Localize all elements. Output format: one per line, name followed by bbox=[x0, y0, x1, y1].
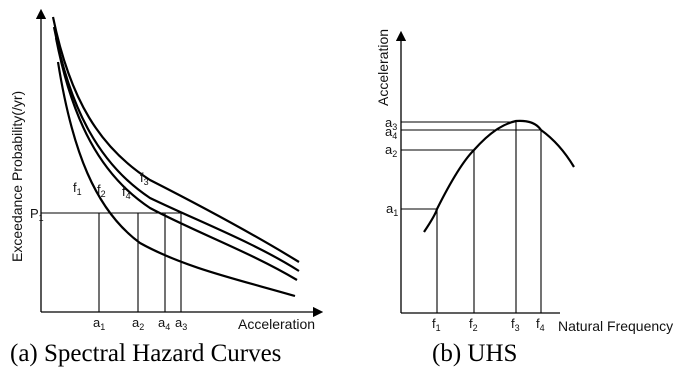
curve-label-f4: f4 bbox=[122, 184, 131, 201]
y-tick-a3: a3 bbox=[385, 115, 397, 132]
x-tick-f4: f4 bbox=[536, 316, 545, 333]
x-tick-a4: a4 bbox=[158, 315, 170, 332]
x-tick-f2: f2 bbox=[469, 316, 478, 333]
panel-b-x-axis-label: Natural Frequency bbox=[558, 318, 673, 334]
hazard-curve-f1 bbox=[56, 61, 296, 298]
panel-b-uhs: Acceleration Natural Frequency a3 a4 a2 … bbox=[375, 29, 673, 367]
panel-a-y-axis-label: Exceedance Probability(/yr) bbox=[9, 91, 25, 262]
curve-label-f1: f1 bbox=[73, 180, 82, 197]
x-tick-f1: f1 bbox=[432, 316, 441, 333]
curve-label-f3: f3 bbox=[140, 170, 149, 187]
hazard-curve-f2 bbox=[54, 37, 298, 281]
hazard-curve-f3 bbox=[51, 16, 300, 263]
panel-a-caption: (a) Spectral Hazard Curves bbox=[10, 340, 281, 367]
y-tick-a4: a4 bbox=[385, 124, 397, 141]
curve-label-f2: f2 bbox=[97, 182, 106, 199]
x-tick-f3: f3 bbox=[511, 316, 520, 333]
panel-a-spectral-hazard-curves: Exceedance Probability(/yr) Acceleration… bbox=[9, 8, 324, 367]
y-tick-a1: a1 bbox=[386, 201, 398, 218]
probability-label-p1: P1 bbox=[30, 206, 44, 223]
panel-a-x-axis-label: Acceleration bbox=[238, 316, 315, 332]
panel-b-caption: (b) UHS bbox=[432, 340, 517, 367]
x-tick-a3: a3 bbox=[175, 315, 187, 332]
x-tick-a2: a2 bbox=[132, 315, 144, 332]
panel-b-y-axis-label: Acceleration bbox=[375, 29, 391, 106]
x-tick-a1: a1 bbox=[93, 315, 105, 332]
hazard-curve-f4 bbox=[52, 26, 300, 272]
y-tick-a2: a2 bbox=[385, 142, 397, 159]
uhs-curve bbox=[423, 119, 575, 233]
